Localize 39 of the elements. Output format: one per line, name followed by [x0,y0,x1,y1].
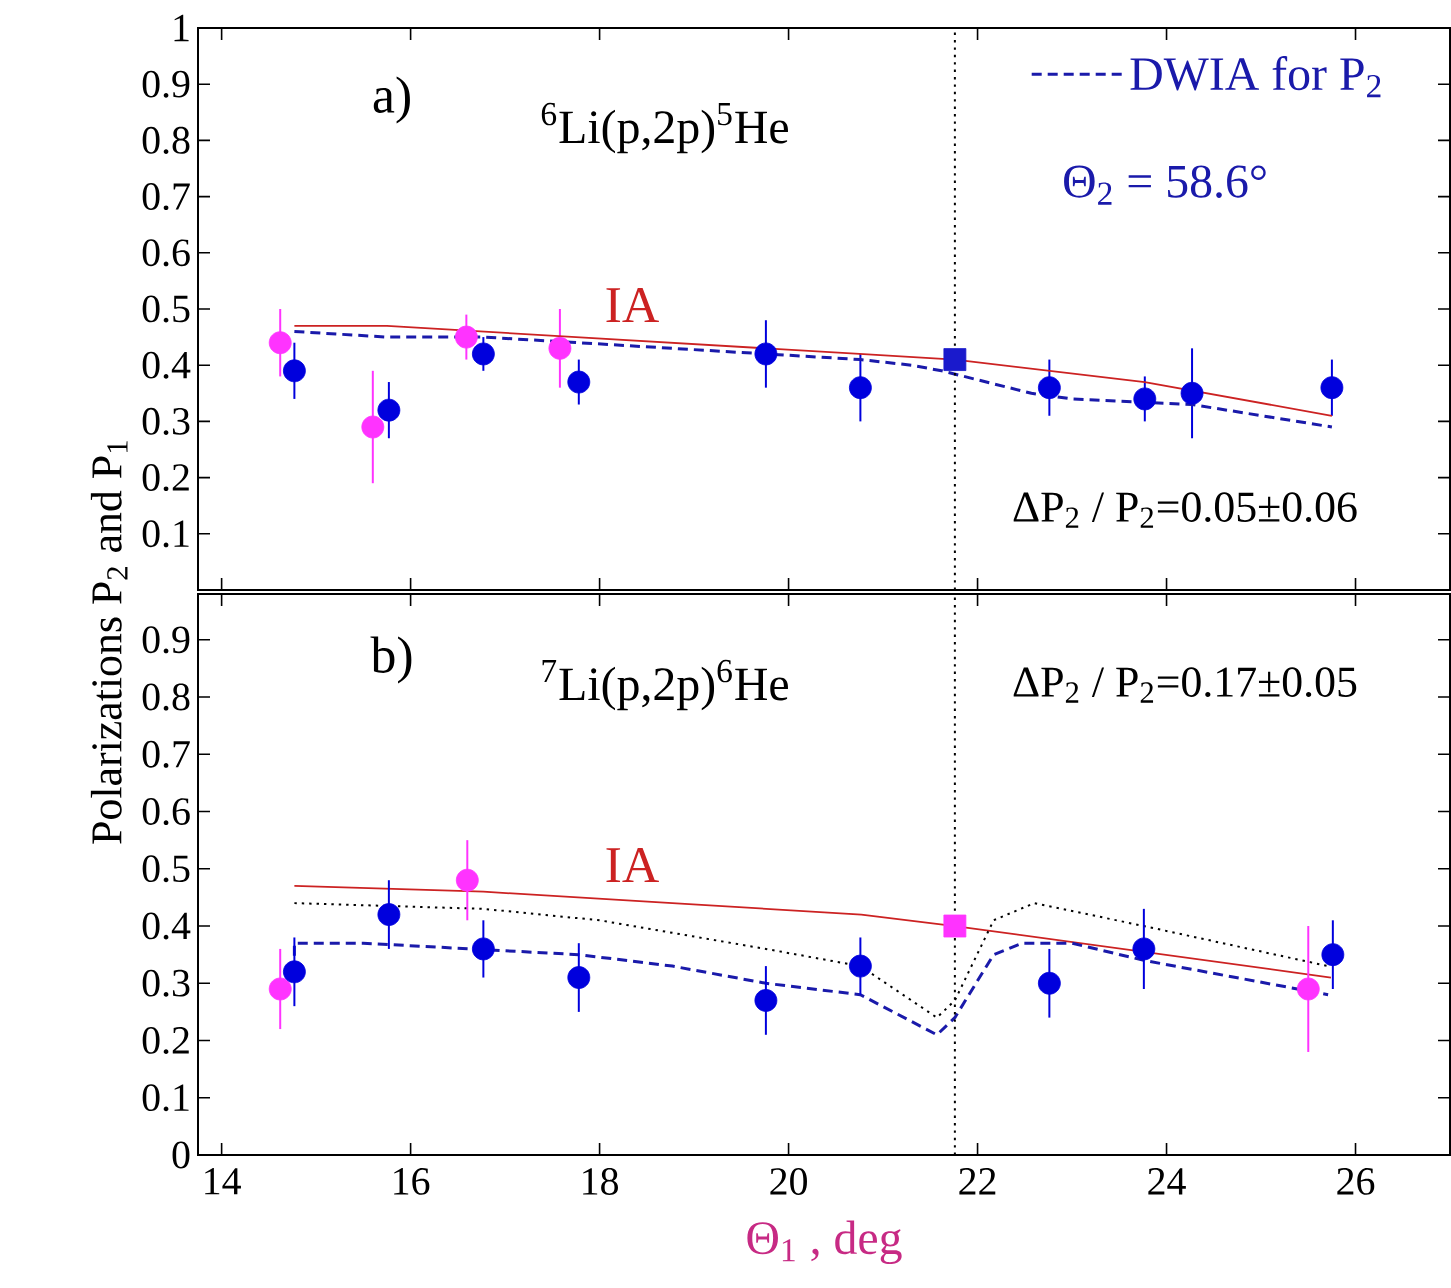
y-tick-label: 0.1 [142,1084,189,1112]
annotation: $^{6}$Li(p,2p)$^{5}$He [541,102,788,154]
y-tick-label: 0.2 [142,1026,189,1055]
x-tick-label: 16 [394,1168,430,1195]
y-tick-label: 0.5 [142,295,190,323]
annotation: Θ$_{2}$ = 58.6° [1064,165,1266,205]
y-tick-label: 0.8 [142,126,190,154]
annotation: ΔP$_{2}$ / P$_{2}$=0.17±0.05 [1013,667,1357,703]
annotation: a) [373,76,410,124]
y-tick-label: 0.7 [142,740,190,768]
y-tick-label: 0.2 [142,464,189,492]
x-tick-label: 14 [205,1168,241,1195]
annotation: ΔP$_{2}$ / P$_{2}$=0.05±0.06 [1013,492,1357,528]
x-tick-label: 26 [1337,1168,1375,1195]
y-tick-label: 0.4 [142,912,191,940]
y-axis-title: Polarizations P$_{2}$ and P$_{1}$ [90,441,128,844]
y-tick-label: 1 [174,14,189,42]
x-tick-label: 22 [959,1168,996,1195]
annotation: IA [606,287,659,323]
x-tick-label: 20 [770,1168,807,1195]
annotation: b) [370,636,412,684]
y-tick-label: 0.3 [142,969,190,997]
y-tick-label: 0.9 [142,626,190,654]
y-tick-label: 0.9 [142,70,190,98]
annotation: $^{7}$Li(p,2p)$^{6}$He [542,659,788,711]
y-tick-label: 0.7 [142,183,190,211]
y-tick-label: 0.5 [142,855,190,883]
annotation: IA [606,847,659,883]
y-tick-label: 0.6 [142,798,190,826]
y-tick-label: 0.4 [142,351,191,379]
y-tick-label: 0.8 [142,683,190,711]
y-tick-label: 0.6 [142,239,190,267]
y-tick-label: 0.3 [142,407,190,435]
x-axis-title: Θ$_{1}$ , deg [747,1220,902,1265]
y-tick-label: 0.1 [142,520,189,548]
y-tick-label: 0 [172,1141,190,1169]
x-tick-label: 18 [583,1168,618,1195]
legend-label: DWIA for P$_{2}$ [1130,56,1381,98]
x-tick-label: 24 [1148,1168,1186,1195]
